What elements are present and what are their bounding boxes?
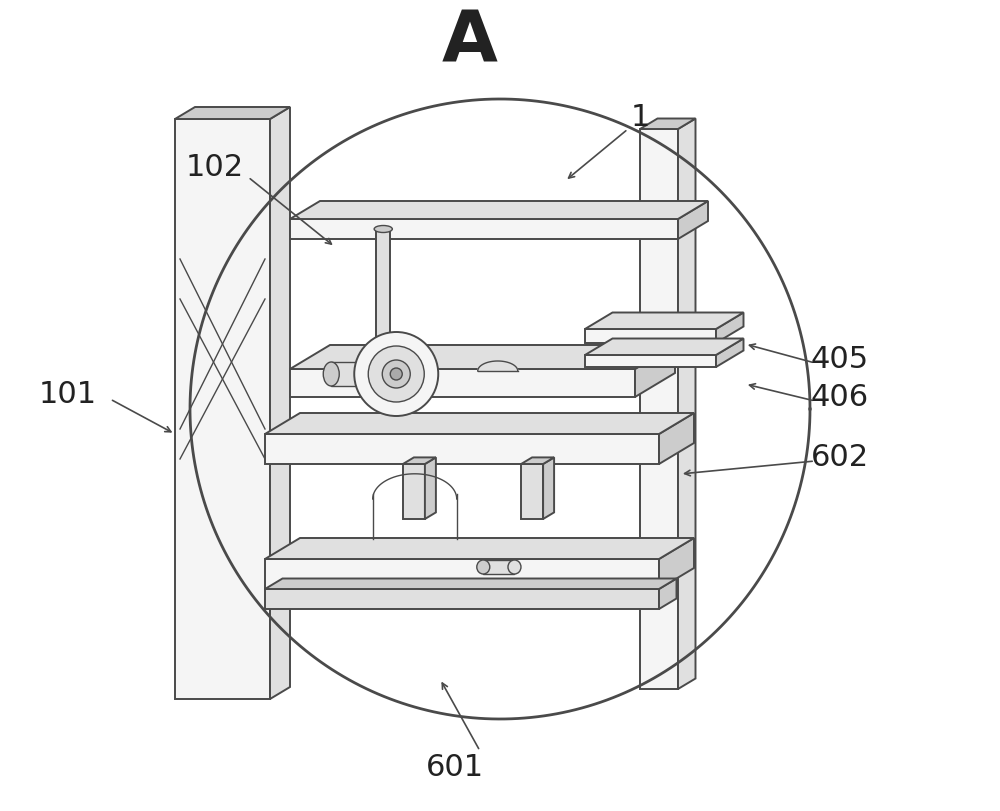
Polygon shape bbox=[635, 345, 675, 397]
Polygon shape bbox=[290, 345, 675, 370]
Polygon shape bbox=[175, 108, 290, 120]
Polygon shape bbox=[659, 414, 694, 465]
Polygon shape bbox=[265, 414, 694, 435]
Polygon shape bbox=[716, 339, 744, 367]
Text: 101: 101 bbox=[39, 380, 97, 409]
Ellipse shape bbox=[477, 560, 490, 574]
Polygon shape bbox=[270, 108, 290, 699]
Polygon shape bbox=[265, 539, 694, 560]
Polygon shape bbox=[265, 560, 659, 590]
Polygon shape bbox=[640, 130, 678, 689]
Text: 1: 1 bbox=[630, 103, 650, 132]
Polygon shape bbox=[543, 458, 554, 519]
Ellipse shape bbox=[508, 560, 521, 574]
Polygon shape bbox=[290, 370, 635, 397]
Polygon shape bbox=[585, 313, 744, 329]
Polygon shape bbox=[585, 339, 744, 355]
Text: 601: 601 bbox=[426, 753, 484, 782]
Bar bbox=[331, 363, 381, 387]
Text: 406: 406 bbox=[811, 383, 869, 412]
Text: 102: 102 bbox=[186, 153, 244, 182]
Text: A: A bbox=[442, 7, 498, 76]
Text: 405: 405 bbox=[811, 345, 869, 374]
Polygon shape bbox=[403, 458, 436, 465]
Polygon shape bbox=[678, 202, 708, 240]
Ellipse shape bbox=[323, 363, 339, 387]
Polygon shape bbox=[521, 458, 554, 465]
Polygon shape bbox=[659, 579, 676, 609]
Polygon shape bbox=[290, 202, 708, 220]
Polygon shape bbox=[376, 230, 390, 370]
Polygon shape bbox=[521, 465, 543, 519]
Text: 602: 602 bbox=[811, 443, 869, 472]
Polygon shape bbox=[640, 119, 696, 130]
Bar bbox=[483, 560, 514, 574]
Polygon shape bbox=[585, 355, 716, 367]
Circle shape bbox=[354, 333, 438, 417]
Polygon shape bbox=[265, 590, 659, 609]
Ellipse shape bbox=[374, 226, 392, 234]
Circle shape bbox=[390, 368, 402, 380]
Polygon shape bbox=[659, 539, 694, 590]
Polygon shape bbox=[425, 458, 436, 519]
Polygon shape bbox=[265, 579, 676, 590]
Polygon shape bbox=[585, 329, 716, 344]
Polygon shape bbox=[175, 120, 270, 699]
Polygon shape bbox=[716, 313, 744, 344]
Polygon shape bbox=[265, 435, 659, 465]
Polygon shape bbox=[678, 119, 696, 689]
Polygon shape bbox=[403, 465, 425, 519]
Polygon shape bbox=[478, 362, 518, 371]
Circle shape bbox=[382, 361, 410, 388]
Circle shape bbox=[368, 346, 424, 402]
Polygon shape bbox=[290, 220, 678, 240]
